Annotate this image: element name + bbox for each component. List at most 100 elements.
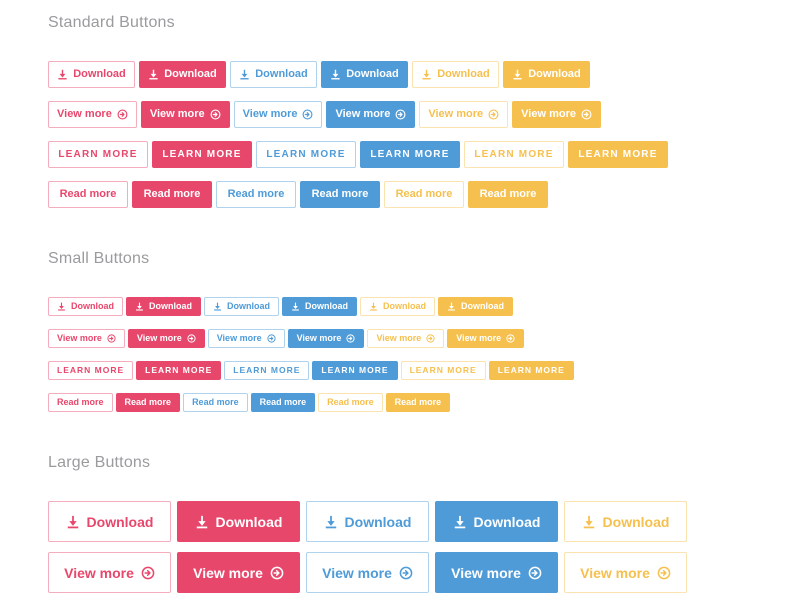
view-more-button-red-outline[interactable]: View more: [48, 329, 125, 348]
download-button-yellow-outline[interactable]: Download: [564, 501, 687, 542]
read-more-button-red-outline[interactable]: Read more: [48, 181, 128, 208]
read-more-button-red-outline[interactable]: Read more: [48, 393, 113, 412]
view-more-button-red-solid[interactable]: View more: [140, 101, 230, 128]
button-label: View more: [580, 564, 650, 581]
view-more-button-row: View more View more View more View more View…: [48, 552, 800, 593]
read-more-button-red-solid[interactable]: Read more: [115, 393, 181, 412]
button-label: Read more: [259, 397, 307, 407]
view-more-button-yellow-outline[interactable]: View more: [419, 101, 509, 128]
learn-more-button-red-outline[interactable]: LEARN MORE: [48, 361, 134, 380]
download-button-blue-solid[interactable]: Download: [435, 501, 558, 542]
learn-more-button-blue-solid[interactable]: LEARN MORE: [312, 361, 398, 380]
view-more-button-yellow-solid[interactable]: View more: [447, 329, 525, 348]
button-label: Download: [73, 68, 126, 80]
read-more-button-yellow-outline[interactable]: Read more: [384, 181, 464, 208]
learn-more-button-blue-outline[interactable]: LEARN MORE: [224, 361, 310, 380]
download-icon: [58, 69, 67, 80]
button-label: Download: [461, 301, 504, 311]
view-more-button-red-outline[interactable]: View more: [48, 101, 137, 128]
section-large-buttons: Large Buttons Download Download Download Dow…: [48, 454, 800, 600]
arrow-circle-right-icon: [657, 566, 671, 579]
download-icon: [240, 69, 249, 80]
arrow-circle-right-icon: [346, 334, 356, 343]
view-more-button-red-solid[interactable]: View more: [127, 329, 205, 348]
button-label: Download: [255, 68, 308, 80]
view-more-button-blue-solid[interactable]: View more: [435, 552, 558, 593]
learn-more-button-red-outline[interactable]: LEARN MORE: [48, 141, 148, 168]
download-button-red-outline[interactable]: Download: [48, 297, 123, 316]
section-standard-buttons: Standard Buttons Download Download Download…: [48, 14, 800, 208]
download-icon: [448, 302, 455, 311]
view-more-button-yellow-solid[interactable]: View more: [512, 101, 601, 128]
arrow-circle-right-icon: [399, 566, 413, 579]
download-button-blue-outline[interactable]: Download: [306, 501, 429, 542]
download-button-yellow-outline[interactable]: Download: [412, 61, 499, 88]
button-label: Read more: [394, 397, 442, 407]
read-more-button-red-solid[interactable]: Read more: [132, 181, 212, 208]
button-label: View more: [57, 108, 112, 120]
read-more-button-row: Read more Read more Read more Read more Read…: [48, 181, 800, 208]
learn-more-button-yellow-solid[interactable]: LEARN MORE: [488, 361, 574, 380]
learn-more-button-yellow-outline[interactable]: LEARN MORE: [464, 141, 564, 168]
read-more-button-yellow-solid[interactable]: Read more: [468, 181, 548, 208]
download-button-blue-outline[interactable]: Download: [204, 297, 279, 316]
download-button-red-outline[interactable]: Download: [48, 501, 171, 542]
view-more-button-yellow-outline[interactable]: View more: [564, 552, 687, 593]
learn-more-button-red-solid[interactable]: LEARN MORE: [152, 141, 252, 168]
button-label: Download: [305, 301, 348, 311]
read-more-button-blue-outline[interactable]: Read more: [183, 393, 248, 412]
button-label: LEARN MORE: [57, 365, 125, 376]
button-label: Download: [86, 513, 154, 530]
read-more-button-blue-solid[interactable]: Read more: [300, 181, 380, 208]
button-label: View more: [193, 564, 263, 581]
download-button-red-solid[interactable]: Download: [177, 501, 300, 542]
button-label: Read more: [143, 188, 201, 200]
download-button-red-solid[interactable]: Download: [139, 61, 226, 88]
learn-more-button-yellow-solid[interactable]: LEARN MORE: [568, 141, 668, 168]
view-more-button-blue-outline[interactable]: View more: [306, 552, 429, 593]
button-label: Read more: [227, 188, 285, 200]
learn-more-button-blue-solid[interactable]: LEARN MORE: [360, 141, 460, 168]
view-more-button-blue-solid[interactable]: View more: [287, 329, 365, 348]
view-more-button-row: View more View more View more View more View…: [48, 329, 800, 348]
download-button-blue-outline[interactable]: Download: [230, 61, 317, 88]
read-more-button-yellow-solid[interactable]: Read more: [385, 393, 451, 412]
read-more-button-yellow-outline[interactable]: Read more: [318, 393, 383, 412]
learn-more-button-red-solid[interactable]: LEARN MORE: [136, 361, 222, 380]
button-label: LEARN MORE: [474, 148, 554, 160]
button-label: LEARN MORE: [233, 365, 301, 376]
button-label: Download: [71, 301, 114, 311]
download-button-yellow-solid[interactable]: Download: [438, 297, 513, 316]
button-label: LEARN MORE: [370, 148, 450, 160]
button-label: View more: [428, 108, 484, 120]
view-more-button-blue-outline[interactable]: View more: [233, 101, 323, 128]
button-label: LEARN MORE: [578, 148, 658, 160]
download-button-yellow-outline[interactable]: Download: [360, 297, 435, 316]
download-button-blue-solid[interactable]: Download: [321, 61, 408, 88]
learn-more-button-yellow-outline[interactable]: LEARN MORE: [400, 361, 486, 380]
read-more-button-blue-solid[interactable]: Read more: [250, 393, 316, 412]
learn-more-button-row: LEARN MORE LEARN MORE LEARN MORE LEARN MORE…: [48, 141, 800, 168]
download-button-red-solid[interactable]: Download: [126, 297, 201, 316]
download-icon: [325, 515, 336, 528]
view-more-button-red-outline[interactable]: View more: [48, 552, 171, 593]
section-heading-large: Large Buttons: [48, 454, 151, 471]
button-label: LEARN MORE: [162, 148, 242, 160]
download-button-red-outline[interactable]: Download: [48, 61, 135, 88]
learn-more-button-row: LEARN MORE LEARN MORE LEARN MORE LEARN MORE…: [48, 361, 800, 380]
download-button-row: Download Download Download Download Download…: [48, 61, 800, 88]
download-button-yellow-solid[interactable]: Download: [503, 61, 590, 88]
arrow-circle-right-icon: [107, 334, 116, 343]
view-more-button-blue-solid[interactable]: View more: [326, 101, 416, 128]
download-button-blue-solid[interactable]: Download: [282, 297, 357, 316]
view-more-button-blue-outline[interactable]: View more: [207, 329, 285, 348]
view-more-button-yellow-outline[interactable]: View more: [367, 329, 445, 348]
download-icon: [214, 302, 221, 311]
read-more-button-blue-outline[interactable]: Read more: [216, 181, 296, 208]
arrow-circle-right-icon: [395, 109, 406, 120]
view-more-button-red-solid[interactable]: View more: [177, 552, 300, 593]
button-label: View more: [521, 108, 576, 120]
learn-more-button-blue-outline[interactable]: LEARN MORE: [256, 141, 356, 168]
button-label: View more: [57, 333, 102, 343]
download-icon: [67, 515, 78, 528]
